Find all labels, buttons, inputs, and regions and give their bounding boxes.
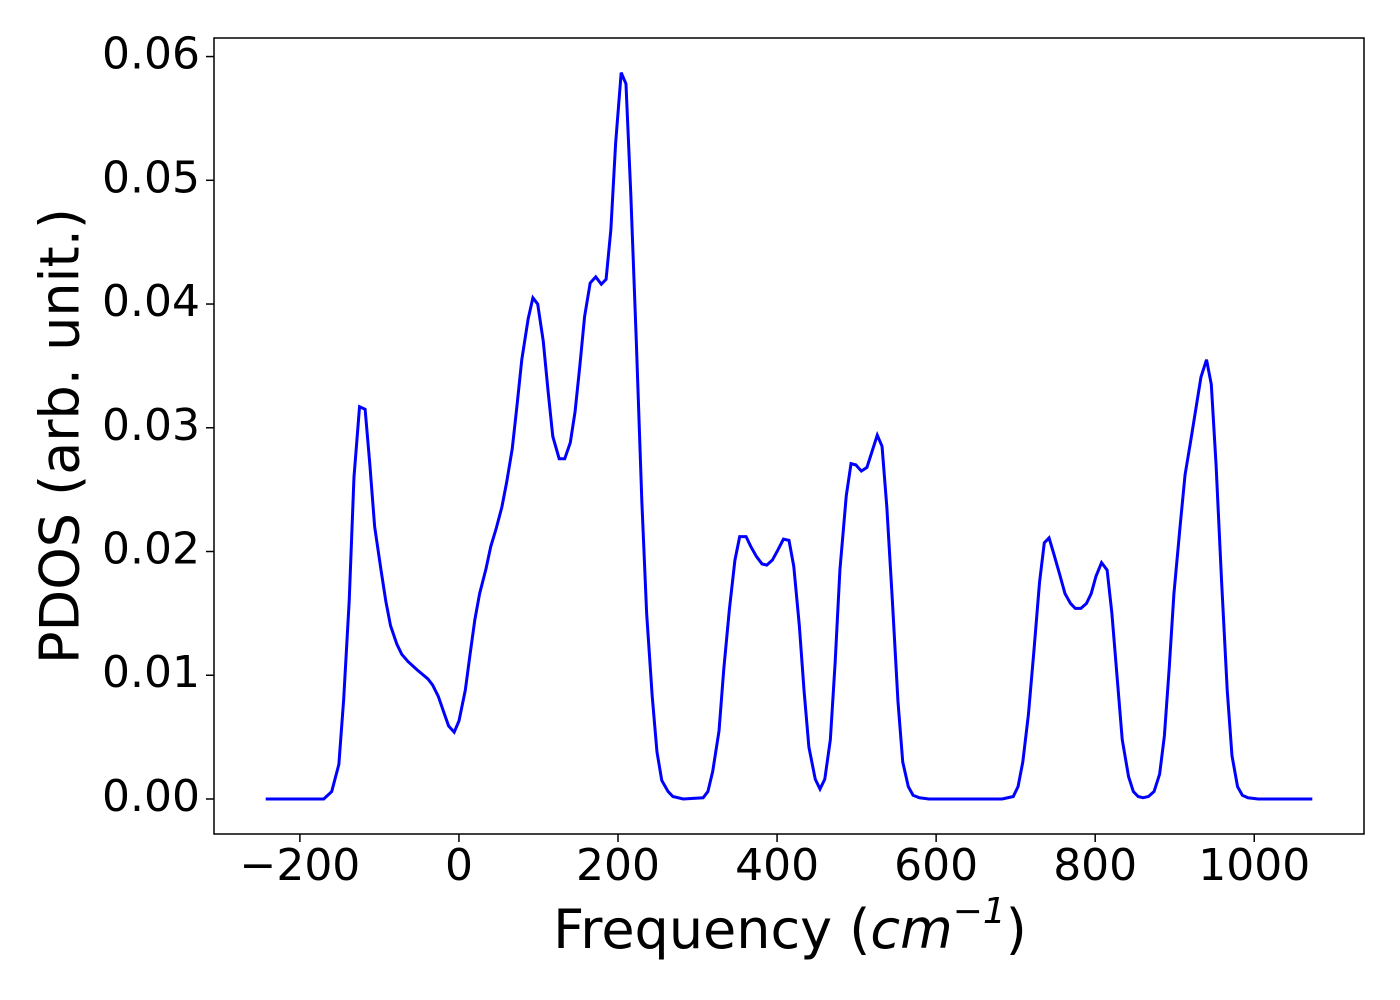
x-tick-label: 200 <box>576 840 660 891</box>
x-tick-label: 800 <box>1053 840 1137 891</box>
data-line <box>265 72 1313 801</box>
x-tick-label: −200 <box>239 840 360 891</box>
x-tick-label: 600 <box>894 840 978 891</box>
y-tick-label: 0.06 <box>102 29 200 80</box>
y-tick-label: 0.02 <box>102 524 200 575</box>
y-tick-label: 0.05 <box>102 152 200 203</box>
x-tick-label: 0 <box>445 840 473 891</box>
y-axis-label: PDOS (arb. unit.) <box>29 208 92 664</box>
x-tick-label: 1000 <box>1198 840 1310 891</box>
y-tick-label: 0.03 <box>102 400 200 451</box>
x-tick-label: 400 <box>735 840 819 891</box>
y-tick-label: 0.00 <box>102 771 200 822</box>
x-axis-label: Frequency (cm−1) <box>553 891 1027 961</box>
plot-frame <box>213 37 1365 835</box>
y-tick-label: 0.04 <box>102 276 200 327</box>
y-tick-label: 0.01 <box>102 647 200 698</box>
